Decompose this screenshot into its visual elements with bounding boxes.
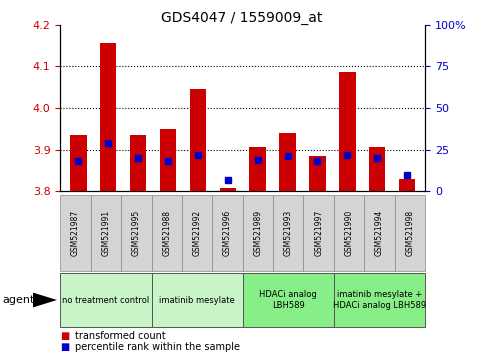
Bar [160, 129, 176, 191]
Text: percentile rank within the sample: percentile rank within the sample [75, 342, 240, 352]
Bar [100, 43, 116, 191]
Bar [399, 179, 415, 191]
Text: ■: ■ [60, 331, 70, 341]
Bar [190, 89, 206, 191]
Text: GSM521994: GSM521994 [375, 210, 384, 256]
Text: imatinib mesylate +
HDACi analog LBH589: imatinib mesylate + HDACi analog LBH589 [333, 290, 426, 310]
Text: GSM521993: GSM521993 [284, 210, 293, 256]
Bar [70, 135, 86, 191]
Text: HDACi analog
LBH589: HDACi analog LBH589 [259, 290, 317, 310]
Text: transformed count: transformed count [75, 331, 166, 341]
Text: no treatment control: no treatment control [62, 296, 150, 304]
Text: GSM521992: GSM521992 [193, 210, 201, 256]
Text: GSM521987: GSM521987 [71, 210, 80, 256]
Text: GSM521996: GSM521996 [223, 210, 232, 256]
Text: GDS4047 / 1559009_at: GDS4047 / 1559009_at [161, 11, 322, 25]
Text: GSM521995: GSM521995 [132, 210, 141, 256]
Bar [220, 188, 236, 191]
Text: GSM521998: GSM521998 [405, 210, 414, 256]
Text: GSM521990: GSM521990 [344, 210, 354, 256]
Bar [130, 135, 146, 191]
Bar [309, 156, 326, 191]
Bar [339, 72, 355, 191]
Polygon shape [33, 292, 57, 307]
Text: GSM521991: GSM521991 [101, 210, 111, 256]
Text: GSM521988: GSM521988 [162, 210, 171, 256]
Bar [249, 147, 266, 191]
Text: agent: agent [2, 295, 35, 305]
Text: imatinib mesylate: imatinib mesylate [159, 296, 235, 304]
Text: GSM521997: GSM521997 [314, 210, 323, 256]
Bar [369, 147, 385, 191]
Bar [279, 133, 296, 191]
Text: GSM521989: GSM521989 [254, 210, 262, 256]
Text: ■: ■ [60, 342, 70, 352]
